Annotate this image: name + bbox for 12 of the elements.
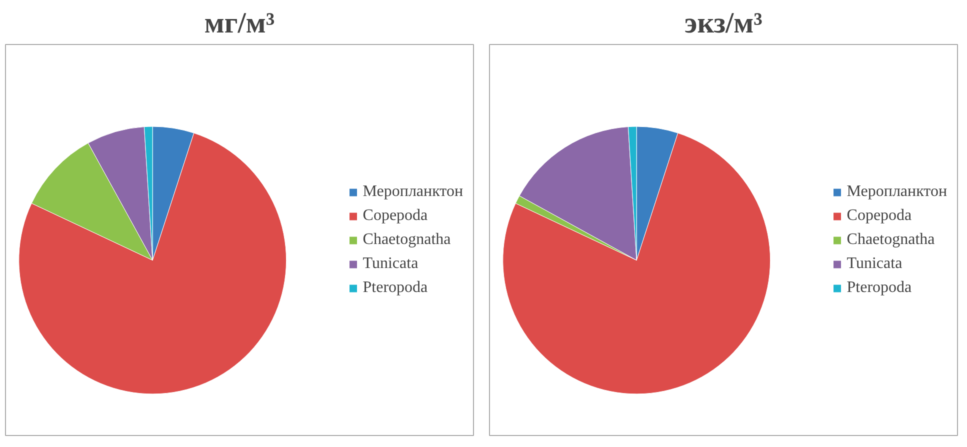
legend-label: Chaetognatha: [846, 230, 935, 248]
legend-label: Tunicata: [362, 254, 418, 272]
legend-label: Pteropoda: [362, 278, 428, 296]
legend-label: Copepoda: [362, 206, 428, 224]
legend-label: Copepoda: [846, 206, 912, 224]
legend-label: Tunicata: [846, 254, 902, 272]
legend-label: Pteropoda: [846, 278, 912, 296]
chart-title: мг/м³: [204, 8, 275, 40]
legend-label: Меропланктон: [362, 182, 463, 200]
legend-label: Chaetognatha: [362, 230, 451, 248]
legend-label: Меропланктон: [846, 182, 947, 200]
chart-title: экз/м³: [684, 8, 763, 40]
